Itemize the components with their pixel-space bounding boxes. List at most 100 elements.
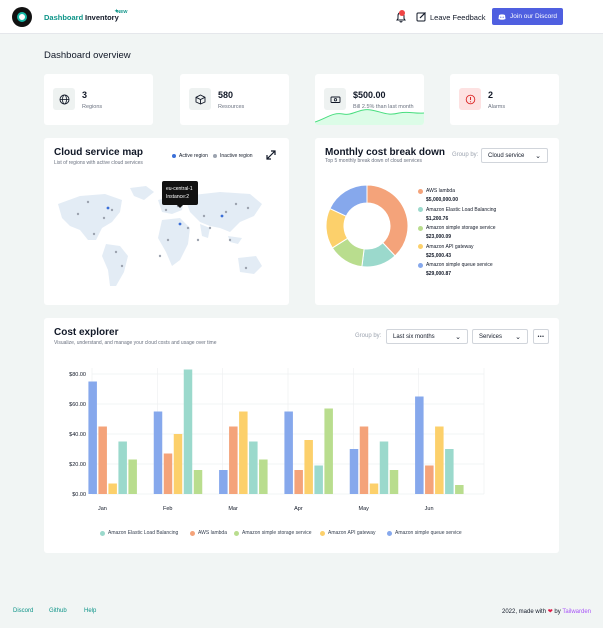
- bar[interactable]: [219, 470, 228, 494]
- legend-inactive-label: Inactive region: [220, 153, 253, 159]
- monthly-cost-breakdown-card: Monthly cost break down Top 5 monthly br…: [315, 138, 559, 305]
- explorer-group-select[interactable]: Services ⌄: [472, 329, 528, 344]
- legend-service-name: Amazon simple storage service: [426, 225, 496, 231]
- bar[interactable]: [324, 408, 333, 495]
- bar[interactable]: [435, 426, 444, 495]
- bar[interactable]: [88, 381, 97, 495]
- legend-inactive-region: Inactive region: [213, 153, 253, 159]
- bar[interactable]: [163, 453, 173, 495]
- footer-help-link[interactable]: Help: [84, 608, 97, 614]
- edit-icon[interactable]: [416, 11, 427, 22]
- y-tick-label: $20.00: [69, 462, 86, 468]
- bar[interactable]: [153, 411, 163, 495]
- leave-feedback-link[interactable]: Leave Feedback: [430, 13, 486, 22]
- x-tick-label: May: [359, 506, 370, 512]
- breakdown-legend-item: Amazon simple queue service $29,000.87: [418, 262, 493, 277]
- stat-value: 2: [488, 90, 494, 100]
- chevron-down-icon: ⌄: [515, 333, 521, 341]
- bar[interactable]: [128, 459, 137, 495]
- tooltip-instances: Instance:2: [166, 194, 190, 200]
- join-discord-label: Join our Discord: [510, 13, 557, 20]
- legend-color-dot: [190, 530, 195, 536]
- nav-dashboard[interactable]: Dashboard: [44, 13, 84, 22]
- notification-badge: [399, 10, 405, 16]
- legend-series-name: Amazon simple queue service: [395, 530, 462, 536]
- breakdown-subtitle: Top 5 monthly break down of cloud servic…: [325, 158, 422, 164]
- chart-legend-item[interactable]: Amazon simple storage service: [234, 530, 311, 536]
- heart-icon: ❤: [547, 609, 553, 615]
- chart-legend-item[interactable]: Amazon simple queue service: [387, 530, 462, 536]
- nav-inventory[interactable]: Inventory: [85, 13, 119, 22]
- bar[interactable]: [389, 470, 399, 494]
- world-map[interactable]: [50, 182, 284, 300]
- breakdown-legend-item: AWS lambda $5,000,000.00: [418, 188, 458, 203]
- period-value: Last six months: [393, 333, 435, 340]
- bar[interactable]: [455, 485, 464, 494]
- legend-service-cost: $5,000,000.00: [426, 197, 458, 203]
- legend-service-cost: $25,000.43: [426, 252, 452, 259]
- breakdown-legend-item: Amazon API gateway $25,000.43: [418, 244, 474, 259]
- bar[interactable]: [415, 396, 424, 495]
- bar[interactable]: [284, 411, 293, 495]
- bar[interactable]: [108, 483, 117, 495]
- bar[interactable]: [314, 465, 323, 495]
- stat-value: $500.00: [353, 90, 386, 100]
- join-discord-button[interactable]: Join our Discord: [492, 8, 563, 25]
- bar[interactable]: [304, 440, 313, 494]
- bar[interactable]: [118, 441, 127, 495]
- bar[interactable]: [249, 441, 258, 495]
- bar[interactable]: [183, 369, 193, 495]
- bar[interactable]: [379, 441, 389, 495]
- legend-active-label: Active region: [179, 153, 208, 159]
- donut-slice[interactable]: [329, 184, 368, 217]
- bar[interactable]: [229, 426, 238, 495]
- bar[interactable]: [239, 411, 248, 495]
- bar[interactable]: [359, 426, 369, 495]
- bar[interactable]: [349, 449, 359, 494]
- footer-github-link[interactable]: Github: [49, 608, 67, 614]
- stat-value: 580: [218, 90, 234, 100]
- bar[interactable]: [425, 465, 434, 495]
- tooltip-region: eu-central-1: [166, 186, 193, 192]
- bar[interactable]: [259, 459, 268, 495]
- chart-legend-item[interactable]: AWS lambda: [190, 530, 227, 536]
- expand-icon[interactable]: [266, 150, 276, 160]
- more-options-button[interactable]: •••: [533, 329, 549, 344]
- logo[interactable]: [12, 7, 32, 27]
- inactive-dot: [213, 154, 217, 158]
- bar[interactable]: [98, 426, 107, 495]
- period-select[interactable]: Last six months ⌄: [386, 329, 468, 344]
- breakdown-legend-item: Amazon simple storage service $23,000.09: [418, 225, 495, 240]
- made-with-text: 2022, made with: [502, 609, 547, 615]
- stat-card-resources: 580 Resources: [180, 74, 289, 125]
- footer-discord-link[interactable]: Discord: [13, 608, 34, 614]
- cost-explorer-bar-chart[interactable]: $0.00 $20.00 $40.00 $60.00 $80.00 Jan Feb Mar Ap…: [60, 360, 490, 520]
- donut-slice[interactable]: [366, 184, 409, 257]
- chart-legend-item[interactable]: Amazon Elastic Load Balancing: [100, 530, 178, 536]
- bar[interactable]: [173, 434, 183, 494]
- legend-service-name: Amazon Elastic Load Balancing: [426, 206, 497, 213]
- legend-series-name: Amazon Elastic Load Balancing: [108, 530, 179, 536]
- bar[interactable]: [369, 483, 379, 495]
- chevron-down-icon: ⌄: [535, 152, 541, 160]
- chevron-down-icon: ⌄: [455, 333, 461, 341]
- new-badge: NEW: [117, 9, 128, 14]
- breakdown-group-select[interactable]: Cloud service ⌄: [481, 148, 548, 163]
- stat-label: Alarms: [488, 104, 506, 110]
- stat-card-alarms: 2 Alarms: [450, 74, 559, 125]
- bar[interactable]: [294, 470, 303, 494]
- sparkle-icon: ✦: [114, 9, 120, 15]
- tailwarden-link[interactable]: Tailwarden: [562, 609, 591, 615]
- legend-service-name: Amazon API gateway: [426, 243, 474, 250]
- bar[interactable]: [445, 449, 454, 494]
- explorer-subtitle: Visualize, understand, and manage your c…: [54, 340, 217, 346]
- cost-donut-chart[interactable]: [325, 184, 409, 268]
- x-tick-label: Mar: [228, 506, 238, 512]
- bar[interactable]: [193, 470, 203, 494]
- stat-card-regions: 3 Regions: [44, 74, 153, 125]
- chart-legend-item[interactable]: Amazon API gateway: [320, 530, 376, 536]
- legend-service-name: Amazon simple queue service: [426, 262, 493, 268]
- legend-color-dot: [418, 262, 423, 268]
- by-text: by: [554, 609, 561, 615]
- map-title: Cloud service map: [54, 147, 143, 158]
